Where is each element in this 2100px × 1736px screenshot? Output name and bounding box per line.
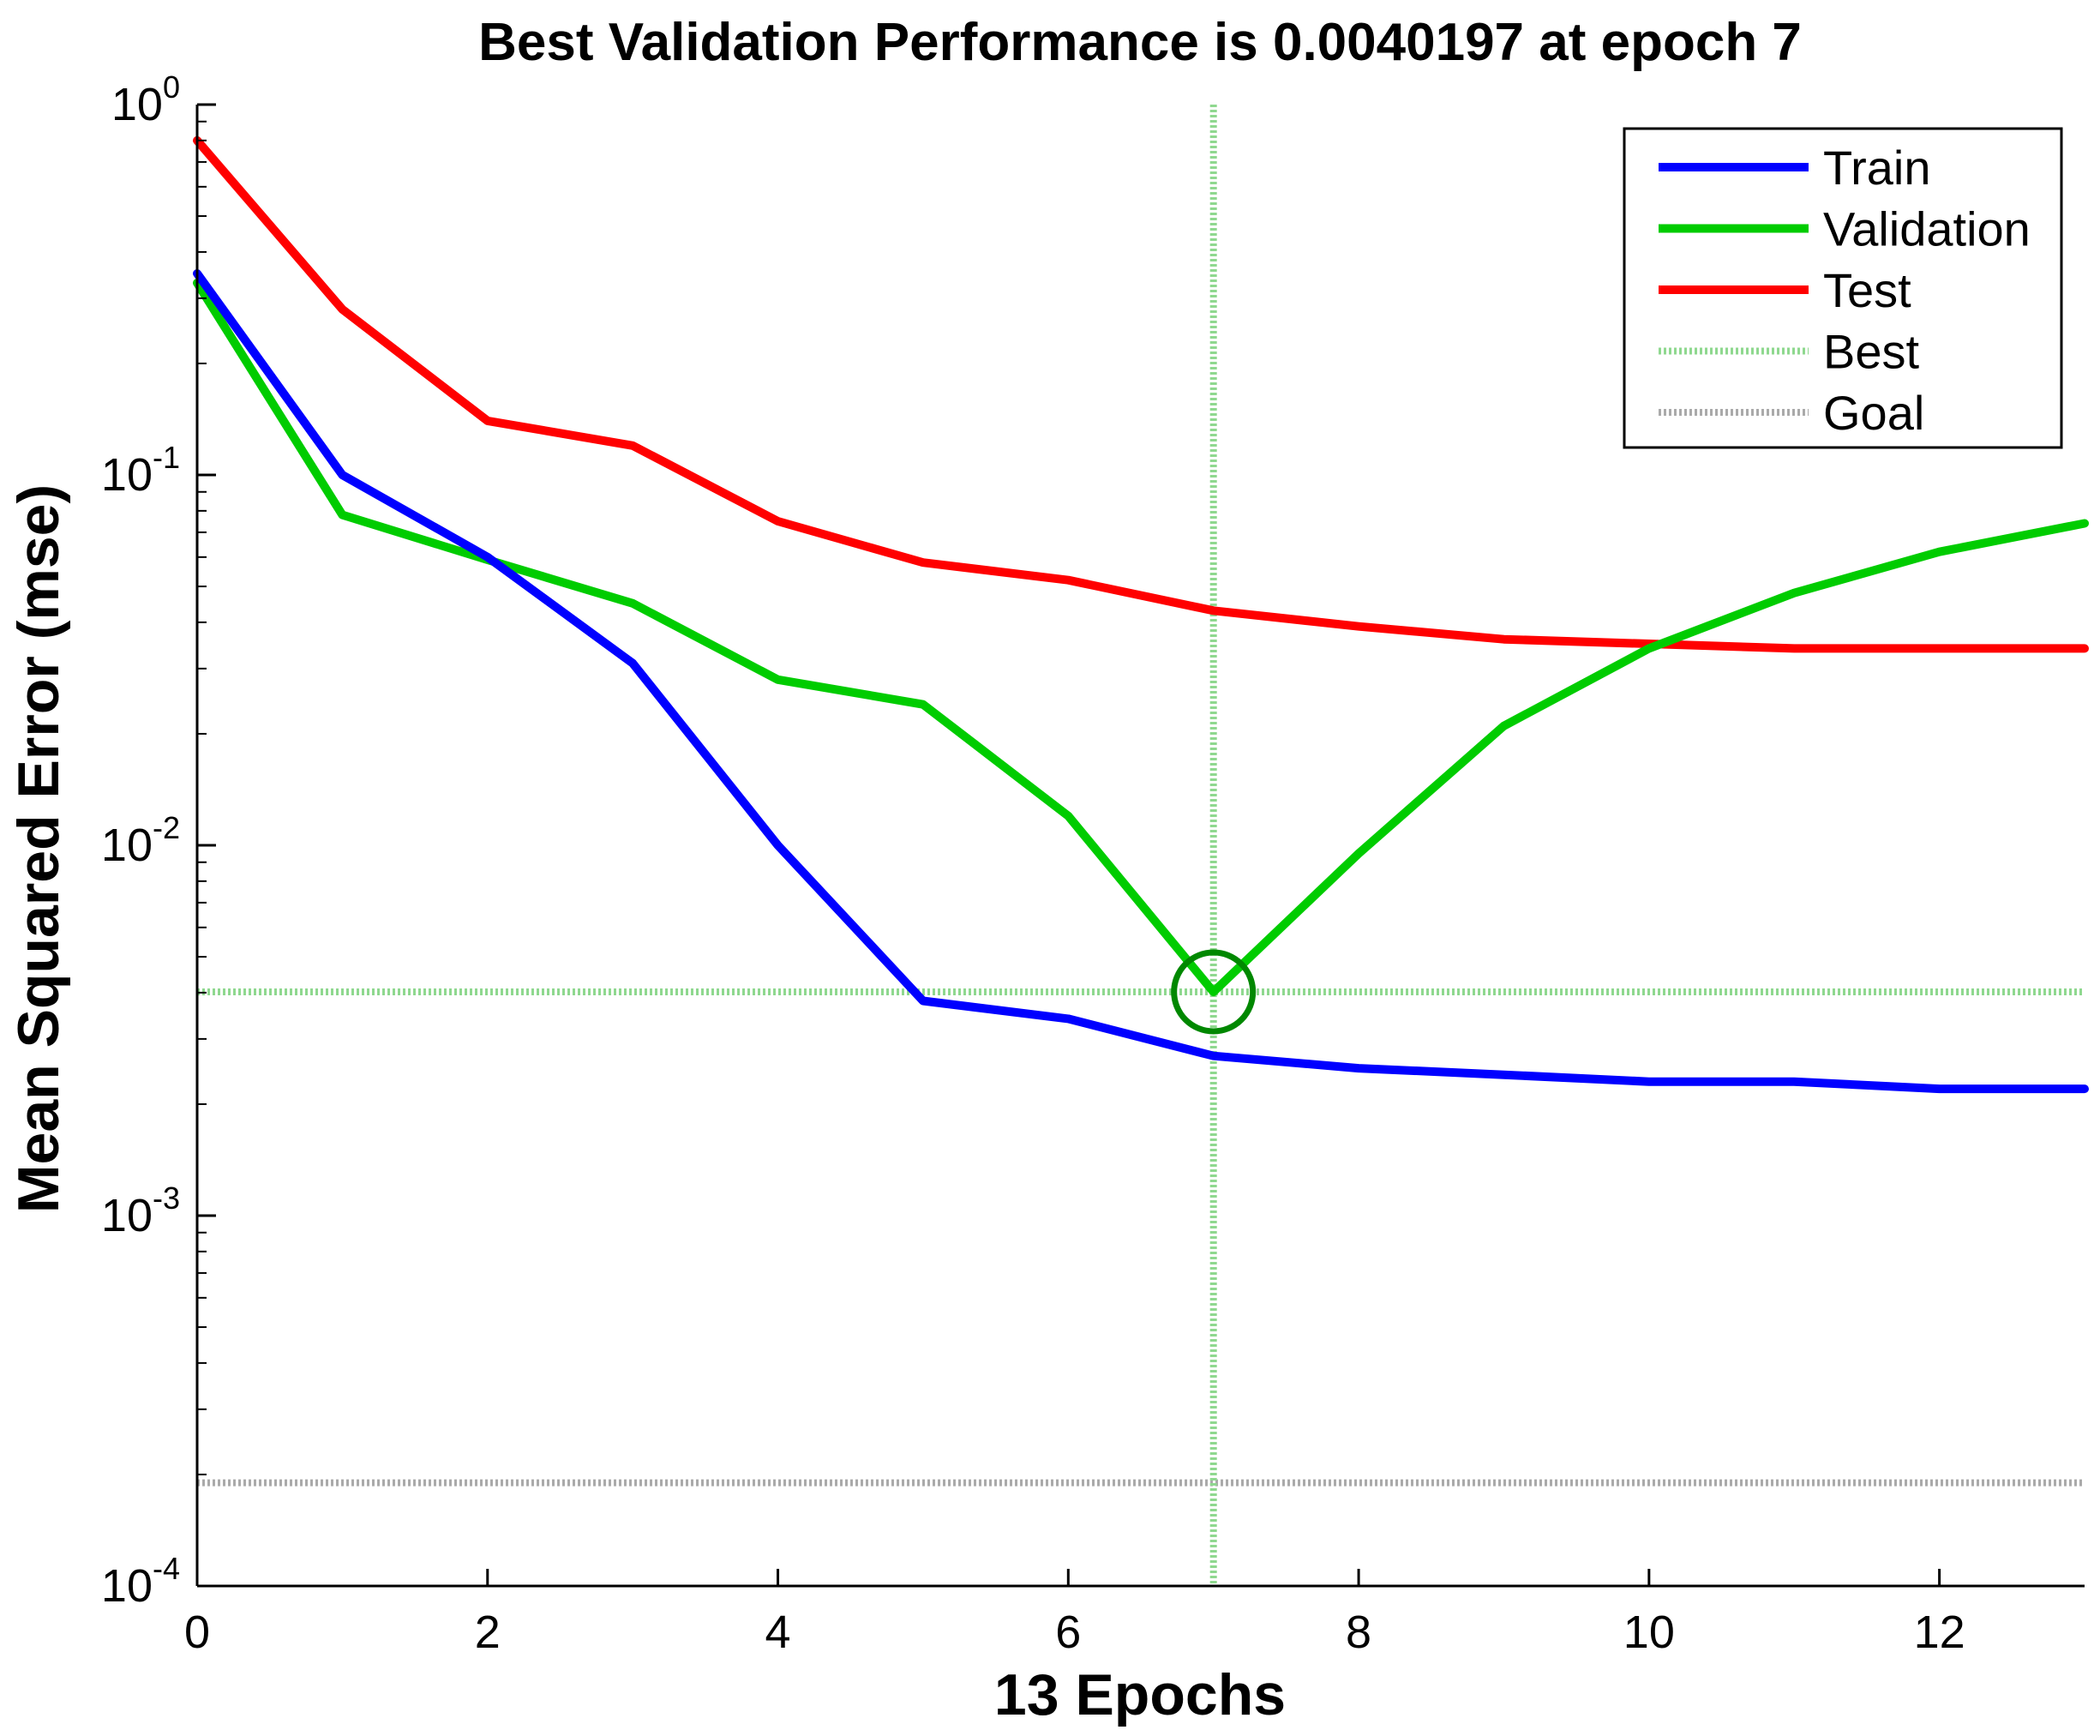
x-tick-label: 2 <box>475 1607 501 1658</box>
x-tick-label: 6 <box>1055 1607 1081 1658</box>
y-tick-label: 10-1 <box>101 440 180 501</box>
tick-labels: 0 2 4 6 8 10 12 100 10-1 10-2 10-3 10-4 <box>101 69 1965 1658</box>
legend: Train Validation Test Best Goal <box>1623 127 2063 449</box>
chart-title: Best Validation Performance is 0.0040197… <box>478 13 1802 72</box>
series-validation-line <box>193 279 2089 996</box>
best-marker-circle <box>1171 949 1257 1035</box>
legend-label-test: Test <box>1823 263 1911 317</box>
y-tick-label: 10-4 <box>101 1551 180 1612</box>
series-train-line <box>193 269 2089 1094</box>
series-lines <box>193 135 2089 1094</box>
y-axis-label: Mean Squared Error (mse) <box>6 484 71 1213</box>
legend-label-train: Train <box>1823 141 1931 195</box>
x-tick-label: 4 <box>765 1607 791 1658</box>
reference-lines <box>197 105 2085 1586</box>
legend-label-best: Best <box>1823 325 1919 379</box>
legend-label-validation: Validation <box>1823 202 2031 256</box>
x-axis-label: 13 Epochs <box>994 1662 1286 1727</box>
x-tick-label: 0 <box>184 1607 210 1658</box>
x-tick-label: 10 <box>1623 1607 1675 1658</box>
axes <box>195 103 2085 1588</box>
y-tick-label: 100 <box>111 69 180 130</box>
legend-label-goal: Goal <box>1823 386 1924 440</box>
series-test-line <box>193 135 2089 653</box>
y-tick-label: 10-2 <box>101 810 180 871</box>
x-tick-label: 8 <box>1346 1607 1371 1658</box>
y-tick-label: 10-3 <box>101 1180 180 1241</box>
x-tick-label: 12 <box>1914 1607 1965 1658</box>
